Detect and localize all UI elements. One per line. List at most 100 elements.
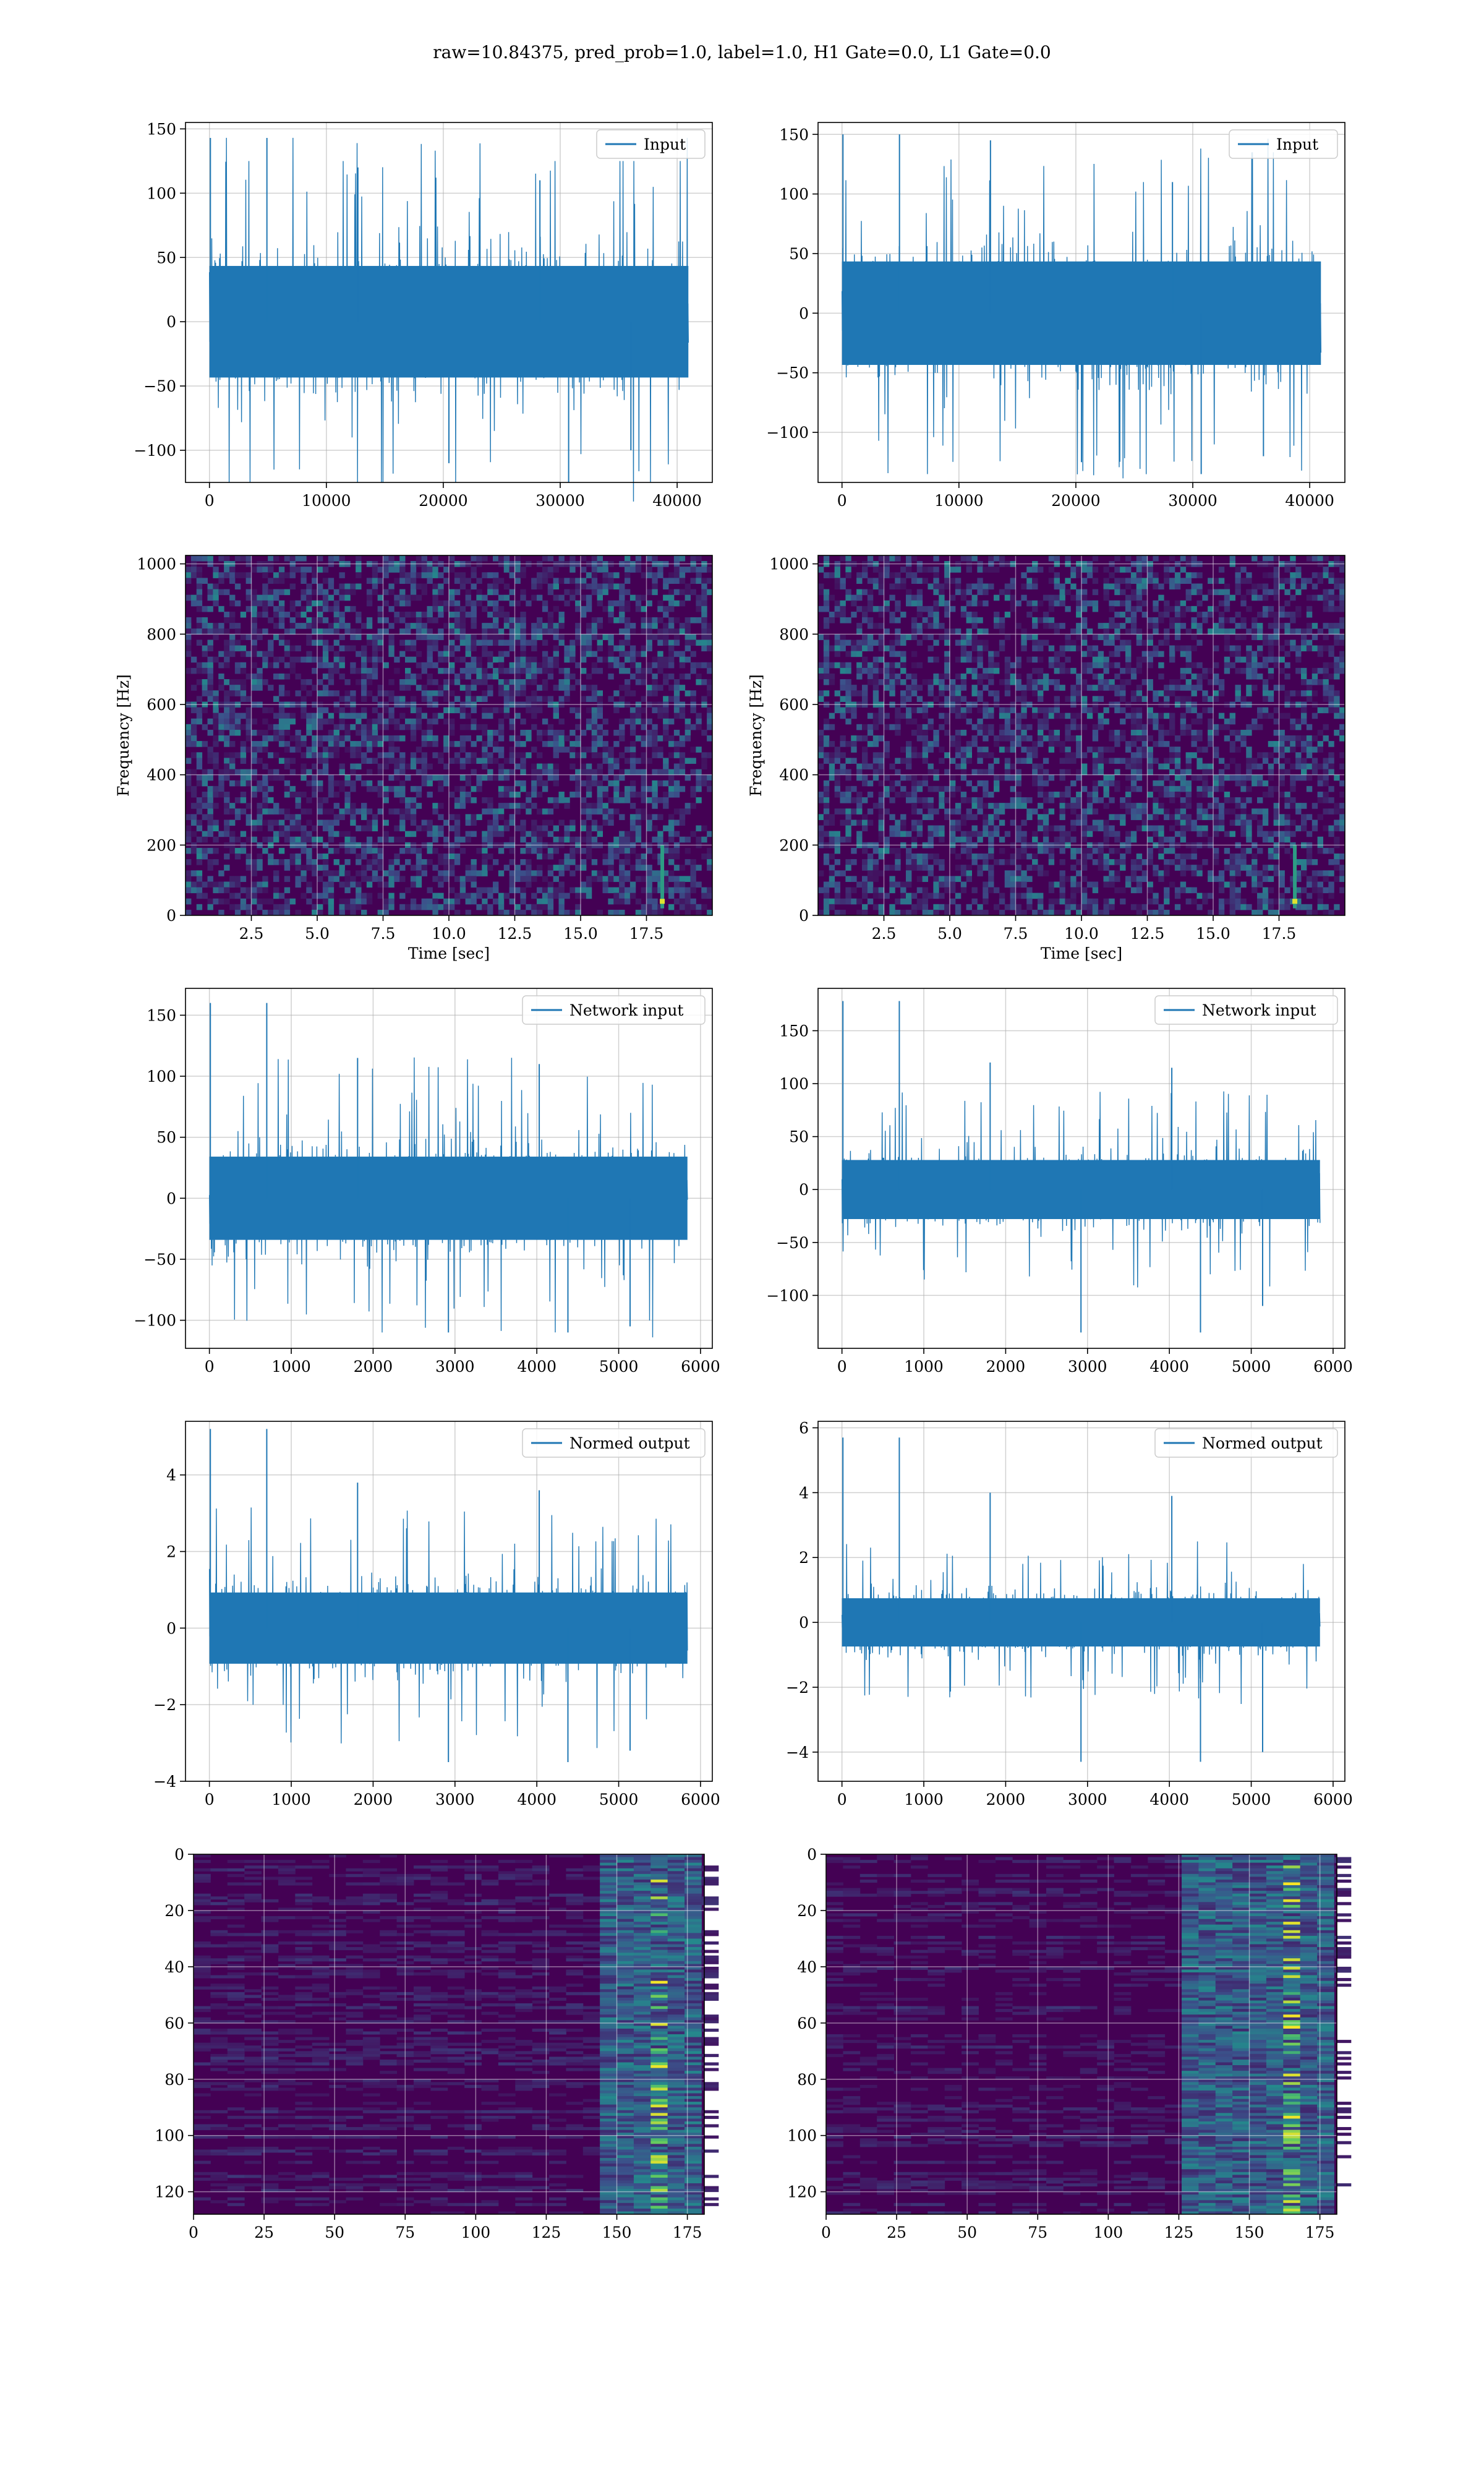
heatmap-cell — [872, 679, 879, 685]
heatmap-cell — [608, 876, 614, 882]
heatmap-cell — [696, 769, 702, 776]
heatmap-cell — [911, 617, 918, 623]
heatmap-cell — [443, 578, 450, 584]
heatmap-cell — [916, 589, 923, 596]
heatmap-cell — [553, 836, 559, 843]
heatmap-cell — [289, 667, 296, 674]
heatmap-cell — [394, 747, 400, 753]
heatmap-cell — [960, 634, 967, 640]
heatmap-cell — [399, 892, 406, 899]
heatmap-cell — [372, 640, 378, 646]
heatmap-cell — [988, 729, 994, 736]
heatmap-cell — [514, 904, 521, 910]
heatmap-cell — [459, 656, 466, 663]
heatmap-cell — [487, 735, 493, 742]
heatmap-cell — [895, 859, 901, 865]
heatmap-cell — [229, 842, 236, 849]
heatmap-cell — [356, 752, 362, 758]
heatmap-cell — [707, 707, 713, 714]
heatmap-cell — [1015, 662, 1021, 669]
heatmap-cell — [306, 589, 312, 596]
heatmap-cell — [1059, 842, 1065, 849]
heatmap-cell — [196, 572, 203, 578]
heatmap-cell — [895, 758, 901, 764]
heatmap-cell — [289, 836, 296, 843]
heatmap-cell — [971, 701, 978, 708]
heatmap-cell — [878, 567, 884, 573]
heatmap-cell — [520, 690, 526, 696]
heatmap-cell — [608, 656, 614, 663]
heatmap-cell — [889, 617, 895, 623]
heatmap-cell — [983, 887, 989, 894]
heatmap-cell — [652, 791, 658, 798]
heatmap-cell — [372, 865, 378, 871]
heatmap-cell — [851, 859, 857, 865]
heatmap-cell — [553, 685, 559, 691]
heatmap-cell — [558, 842, 565, 849]
heatmap-cell — [1010, 876, 1016, 882]
heatmap-cell — [344, 898, 351, 905]
heatmap-cell — [983, 780, 989, 787]
heatmap-cell — [884, 847, 890, 854]
heatmap-cell — [388, 747, 394, 753]
heatmap-cell — [531, 847, 537, 854]
heatmap-cell — [245, 747, 252, 753]
heatmap-cell — [218, 898, 224, 905]
heatmap-cell — [851, 820, 857, 826]
heatmap-cell — [939, 859, 945, 865]
heatmap-cell — [684, 758, 691, 764]
heatmap-cell — [372, 667, 378, 674]
heatmap-cell — [1054, 600, 1060, 607]
heatmap-cell — [690, 662, 696, 669]
heatmap-cell — [707, 752, 713, 758]
heatmap-cell — [944, 662, 950, 669]
heatmap-cell — [454, 842, 461, 849]
heatmap-cell — [818, 763, 824, 770]
heatmap-cell — [520, 825, 526, 832]
heatmap-cell — [443, 820, 450, 826]
heatmap-cell — [186, 836, 192, 843]
heatmap-cell — [1048, 707, 1055, 714]
heatmap-cell — [278, 617, 285, 623]
heatmap-cell — [284, 876, 291, 882]
heatmap-cell — [668, 662, 675, 669]
heatmap-cell — [498, 561, 505, 567]
heatmap-cell — [372, 876, 378, 882]
heatmap-cell — [845, 898, 851, 905]
heatmap-cell — [449, 718, 455, 725]
heatmap-cell — [1048, 645, 1055, 652]
heatmap-cell — [416, 662, 422, 669]
heatmap-cell — [955, 567, 962, 573]
heatmap-cell — [619, 611, 625, 618]
heatmap-cell — [1015, 865, 1021, 871]
heatmap-cell — [410, 831, 417, 837]
heatmap-cell — [1076, 887, 1082, 894]
heatmap-cell — [1076, 797, 1082, 803]
heatmap-cell — [218, 673, 224, 680]
heatmap-cell — [262, 729, 268, 736]
heatmap-cell — [553, 707, 559, 714]
heatmap-cell — [613, 729, 620, 736]
heatmap-cell — [1015, 696, 1021, 702]
heatmap-cell — [322, 769, 329, 776]
heatmap-cell — [829, 763, 835, 770]
heatmap-cell — [1026, 735, 1033, 742]
heatmap-cell — [602, 634, 608, 640]
heatmap-cell — [966, 656, 972, 663]
heatmap-cell — [454, 803, 461, 809]
heatmap-cell — [537, 831, 543, 837]
heatmap-cell — [701, 780, 707, 787]
heatmap-cell — [581, 583, 587, 590]
heatmap-cell — [328, 645, 335, 652]
heatmap-cell — [906, 567, 912, 573]
heatmap-cell — [1032, 645, 1038, 652]
heatmap-cell — [1070, 628, 1077, 635]
heatmap-cell — [356, 667, 362, 674]
heatmap-cell — [213, 623, 219, 629]
heatmap-cell — [301, 578, 307, 584]
heatmap-cell — [851, 561, 857, 567]
heatmap-cell — [465, 713, 471, 719]
heatmap-cell — [955, 628, 962, 635]
heatmap-cell — [339, 645, 345, 652]
heatmap-cell — [229, 640, 236, 646]
